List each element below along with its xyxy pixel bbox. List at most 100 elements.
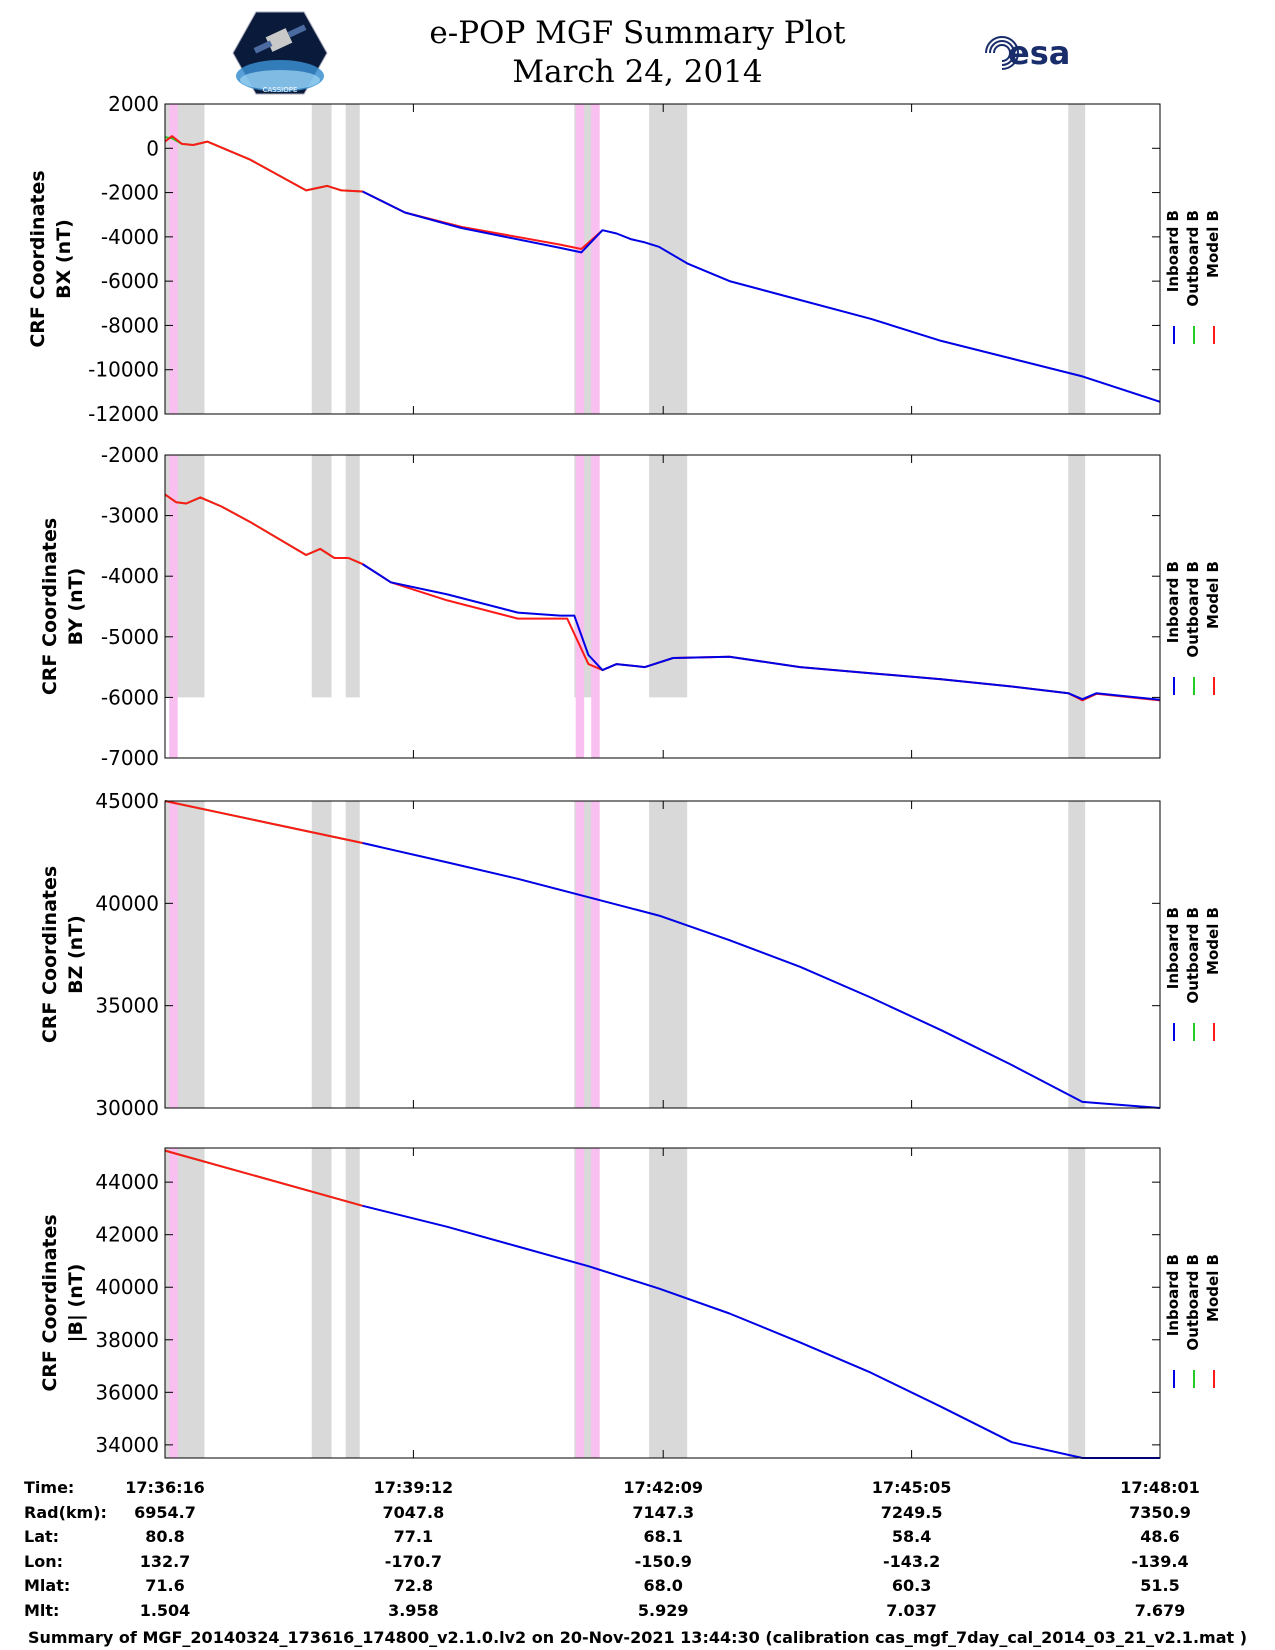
y-axis-label: CRF Coordinates xyxy=(27,170,49,347)
orbit-info-label: Lat: xyxy=(24,1527,60,1546)
orbit-info-value: 3.958 xyxy=(388,1600,439,1620)
plot-frame xyxy=(164,103,1161,415)
y-tick-label: 45000 xyxy=(95,789,159,813)
orbit-info-label: Rad(km): xyxy=(24,1502,107,1522)
orbit-info-value: 51.5 xyxy=(1140,1576,1180,1595)
series-line-inboard-b xyxy=(362,190,1161,403)
series-line-model-b xyxy=(164,1149,363,1207)
cassiope-logo-text: CASSIOPE xyxy=(263,86,298,94)
data-gap-band xyxy=(649,801,688,1108)
y-tick-label: 34000 xyxy=(95,1433,159,1457)
y-axis-label: CRF Coordinates xyxy=(39,866,61,1043)
y-tick-label: 0 xyxy=(146,136,159,160)
orbit-info-value: 17:36:16 xyxy=(125,1478,205,1497)
pink-band xyxy=(169,1148,178,1458)
legend-entry-label: Inboard B xyxy=(1164,561,1182,643)
legend-entry-label: Outboard B xyxy=(1184,1254,1202,1351)
data-gap-band xyxy=(1068,801,1086,1108)
plot-frame xyxy=(164,1147,1161,1459)
orbit-info-label: Lon: xyxy=(24,1551,63,1571)
orbit-info-value: -150.9 xyxy=(634,1551,692,1571)
orbit-info-value: 68.1 xyxy=(643,1527,683,1546)
plot-frame xyxy=(164,454,1161,759)
plot-title: e-POP MGF Summary Plot xyxy=(429,15,846,51)
data-gap-band xyxy=(311,1148,332,1458)
y-tick-label: -12000 xyxy=(88,402,159,426)
data-gap-band xyxy=(311,104,332,414)
y-tick-label: 30000 xyxy=(95,1096,159,1120)
orbit-info-value: 7047.8 xyxy=(382,1502,445,1522)
series-line-model-b xyxy=(164,135,604,250)
legend-entry-label: Inboard B xyxy=(1164,907,1182,989)
orbit-info-value: -170.7 xyxy=(384,1551,443,1571)
data-gap-band xyxy=(1068,104,1086,414)
orbit-info-value: 6954.7 xyxy=(134,1502,196,1522)
y-axis-label-units: |B| (nT) xyxy=(65,1264,87,1343)
orbit-info-value: 132.7 xyxy=(139,1551,191,1571)
orbit-info-value: 1.504 xyxy=(139,1600,191,1620)
legend-entry-label: Outboard B xyxy=(1184,907,1202,1004)
y-tick-label: -6000 xyxy=(101,269,159,293)
orbit-info-label: Mlat: xyxy=(24,1576,71,1595)
orbit-info-value: 17:48:01 xyxy=(1120,1478,1200,1497)
plot-date: March 24, 2014 xyxy=(512,54,763,90)
y-axis-label-units: BZ (nT) xyxy=(65,915,87,994)
series-line-inboard-b xyxy=(362,842,1161,1109)
pink-band xyxy=(575,104,585,414)
y-tick-label: -2000 xyxy=(101,181,159,205)
orbit-info-value: 80.8 xyxy=(145,1527,185,1546)
data-gap-band xyxy=(311,801,332,1108)
orbit-info-value: 7249.5 xyxy=(880,1502,943,1522)
footer-summary: Summary of MGF_20140324_173616_174800_v2… xyxy=(27,1628,1248,1647)
y-tick-label: -7000 xyxy=(101,746,159,770)
legend-entry-label: Outboard B xyxy=(1184,561,1202,658)
data-gap-band xyxy=(345,801,360,1108)
pink-band xyxy=(169,455,178,758)
y-axis-label: CRF Coordinates xyxy=(39,1214,61,1391)
legend-entry-label: Inboard B xyxy=(1164,210,1182,292)
orbit-info-value: -139.4 xyxy=(1131,1551,1189,1571)
y-axis-label-units: BY (nT) xyxy=(65,568,87,646)
orbit-info-value: 72.8 xyxy=(393,1576,434,1595)
y-tick-label: 36000 xyxy=(95,1380,159,1404)
y-tick-label: -2000 xyxy=(101,443,159,467)
cassiope-satellite-logo-icon: CASSIOPE xyxy=(232,11,328,95)
orbit-info-value: 48.6 xyxy=(1140,1527,1180,1546)
y-axis-label: CRF Coordinates xyxy=(39,518,61,695)
orbit-info-label: Mlt: xyxy=(24,1600,60,1620)
y-tick-label: 38000 xyxy=(95,1328,159,1352)
orbit-info-value: 17:42:09 xyxy=(623,1478,703,1497)
orbit-info-value: -143.2 xyxy=(882,1551,941,1571)
data-gap-band xyxy=(1068,455,1086,758)
orbit-info-value: 7147.3 xyxy=(632,1502,695,1522)
y-tick-label: 44000 xyxy=(95,1170,159,1194)
data-gap-band xyxy=(345,104,360,414)
series-line-inboard-b xyxy=(362,1204,1160,1459)
esa-logo-icon: esa xyxy=(985,34,1070,72)
orbit-info-value: 5.929 xyxy=(637,1600,689,1620)
orbit-info-value: 17:45:05 xyxy=(871,1478,952,1497)
pink-band xyxy=(169,801,178,1108)
y-axis-label-units: BX (nT) xyxy=(53,219,75,299)
orbit-info-value: 17:39:12 xyxy=(373,1478,454,1497)
y-tick-label: -6000 xyxy=(101,685,159,709)
y-tick-label: -4000 xyxy=(101,564,159,588)
data-gap-band xyxy=(649,455,688,698)
y-tick-label: -5000 xyxy=(101,625,159,649)
y-tick-label: 42000 xyxy=(95,1223,159,1247)
y-tick-label: 2000 xyxy=(108,92,159,116)
data-gap-band xyxy=(1068,1148,1086,1458)
legend-entry-label: Outboard B xyxy=(1184,210,1202,307)
esa-logo-text: esa xyxy=(1008,34,1070,72)
pink-band xyxy=(575,801,585,1108)
orbit-info-value: 71.6 xyxy=(145,1576,185,1595)
y-tick-label: 40000 xyxy=(95,1275,159,1299)
y-tick-label: 40000 xyxy=(95,891,159,915)
legend-entry-label: Model B xyxy=(1204,907,1222,975)
y-tick-label: -4000 xyxy=(101,225,159,249)
y-tick-label: -3000 xyxy=(101,504,159,528)
legend-entry-label: Inboard B xyxy=(1164,1254,1182,1336)
pink-band xyxy=(575,455,585,758)
y-tick-label: -8000 xyxy=(101,313,159,337)
